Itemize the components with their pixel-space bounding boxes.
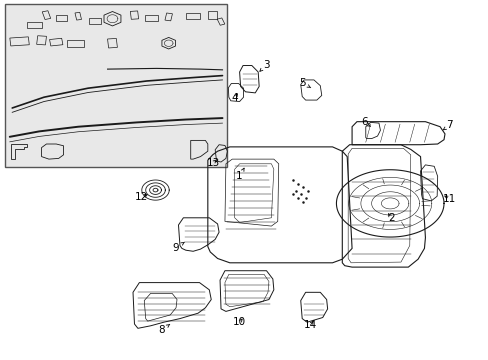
Text: 9: 9: [172, 242, 184, 253]
Text: 2: 2: [387, 213, 394, 223]
Text: 14: 14: [303, 320, 317, 330]
Text: 13: 13: [206, 158, 220, 168]
Text: 12: 12: [135, 192, 148, 202]
Text: 11: 11: [442, 194, 456, 204]
Text: 8: 8: [158, 324, 169, 336]
Text: 4: 4: [231, 93, 238, 103]
Text: 7: 7: [443, 120, 452, 130]
Text: 3: 3: [259, 60, 269, 71]
Text: 6: 6: [360, 117, 370, 127]
Text: 1: 1: [236, 168, 244, 181]
Bar: [5, 4, 227, 167]
Text: 5: 5: [298, 78, 310, 88]
Text: 10: 10: [233, 317, 245, 327]
